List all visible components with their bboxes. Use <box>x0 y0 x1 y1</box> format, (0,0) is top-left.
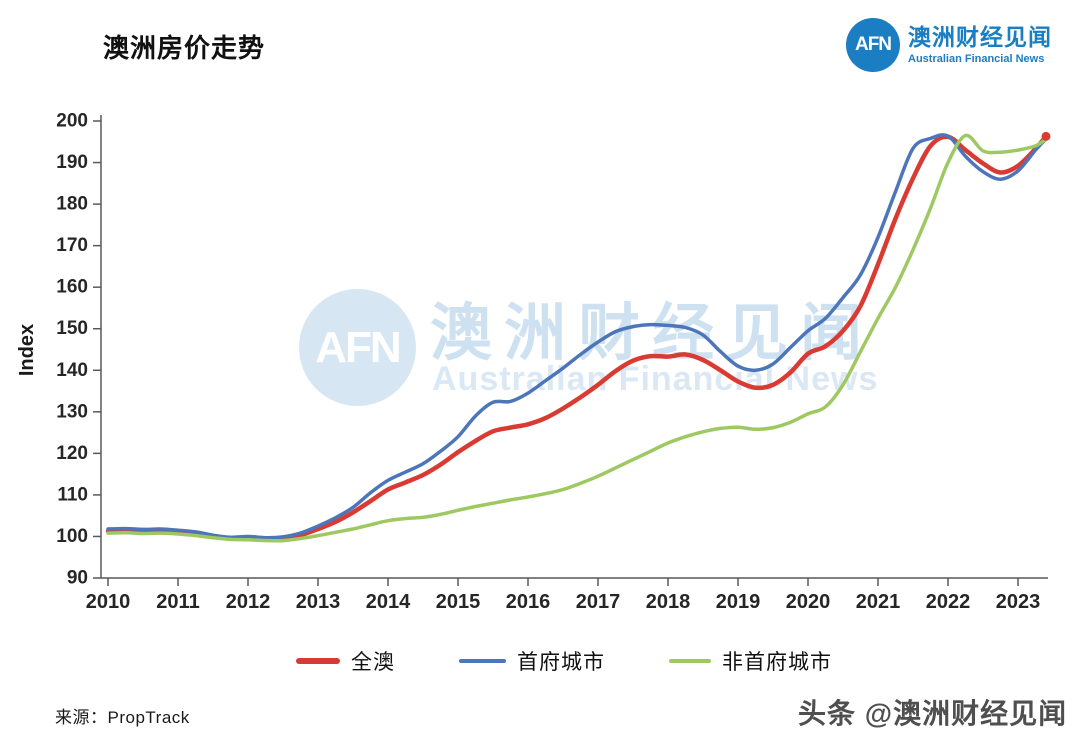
y-tick-label: 90 <box>67 568 88 589</box>
x-tick-label: 2013 <box>296 591 341 613</box>
y-tick-label: 120 <box>56 443 88 464</box>
y-tick-label: 150 <box>56 318 88 339</box>
x-tick-label: 2023 <box>996 591 1041 613</box>
y-tick-label: 160 <box>56 277 88 298</box>
x-tick-label: 2021 <box>856 591 901 613</box>
x-tick-label: 2019 <box>716 591 761 613</box>
series-line-2 <box>106 133 1048 543</box>
x-tick-label: 2012 <box>226 591 271 613</box>
legend-label-capitals: 首府城市 <box>517 651 605 674</box>
x-tick-label: 2011 <box>156 591 199 613</box>
y-tick-label: 100 <box>56 526 88 547</box>
y-tick-label: 170 <box>56 235 88 256</box>
x-tick-label: 2022 <box>926 591 971 613</box>
legend-swatch-national <box>296 658 340 664</box>
legend-item-national: 全澳 <box>296 646 395 676</box>
afn-logo-text: 澳洲财经见闻 Australian Financial News <box>908 24 1052 65</box>
y-tick-label: 180 <box>56 194 88 215</box>
x-tick-label: 2016 <box>506 591 551 613</box>
x-tick-label: 2017 <box>576 591 621 613</box>
y-tick-label: 200 <box>56 111 88 132</box>
x-tick-label: 2010 <box>86 591 131 613</box>
y-tick-label: 130 <box>56 401 88 422</box>
legend-swatch-regional <box>669 658 711 664</box>
series-endpoint-dot <box>1041 131 1051 141</box>
legend-swatch-capitals <box>459 658 506 664</box>
afn-logo-icon: AFN <box>846 18 900 72</box>
series-line-0 <box>105 134 1049 541</box>
afn-logo: AFN 澳洲财经见闻 Australian Financial News <box>846 16 1076 74</box>
legend-label-regional: 非首府城市 <box>722 651 832 674</box>
x-tick-label: 2015 <box>436 591 481 613</box>
x-tick-label: 2020 <box>786 591 831 613</box>
y-tick-label: 110 <box>57 484 88 505</box>
y-tick-label: 140 <box>56 360 88 381</box>
platform-watermark: 头条 @澳洲财经见闻 <box>798 698 1068 729</box>
afn-logo-name-en: Australian Financial News <box>908 52 1045 65</box>
page-title: 澳洲房价走势 <box>103 33 266 63</box>
legend-item-capitals: 首府城市 <box>459 646 605 676</box>
afn-logo-name-zh: 澳洲财经见闻 <box>908 24 1052 51</box>
legend-label-national: 全澳 <box>351 651 395 674</box>
x-tick-label: 2014 <box>366 591 411 613</box>
y-axis-title: Index <box>15 323 38 377</box>
series-line-1 <box>106 133 1048 540</box>
legend-item-regional: 非首府城市 <box>669 646 832 676</box>
y-tick-label: 190 <box>56 152 88 173</box>
chart-legend: 全澳 首府城市 非首府城市 <box>0 646 1080 676</box>
source-note: 来源：PropTrack <box>55 708 190 727</box>
x-tick-label: 2018 <box>646 591 691 613</box>
